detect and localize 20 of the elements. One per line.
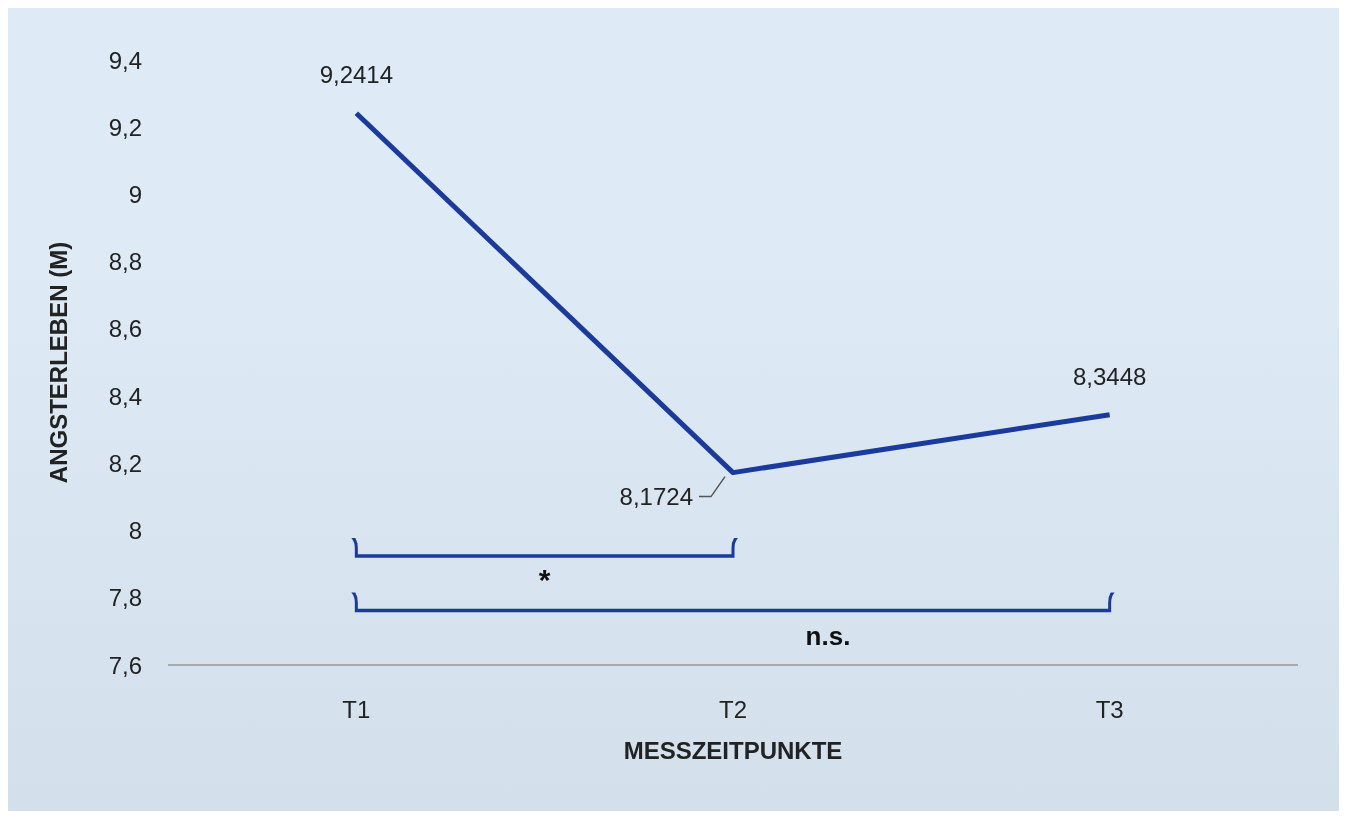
- y-tick-label: 7,8: [108, 584, 142, 612]
- y-tick-label: 8,6: [108, 315, 142, 343]
- y-tick-label: 8,2: [108, 449, 142, 477]
- y-axis-title: ANGSTERLEBEN (M): [44, 241, 72, 484]
- x-tick-label: T3: [1095, 696, 1124, 724]
- data-label: 8,3448: [1072, 362, 1147, 390]
- annotation: n.s.: [805, 620, 851, 651]
- y-tick-label: 8: [128, 517, 142, 545]
- y-tick-label: 9,4: [108, 46, 142, 74]
- x-tick-label: T1: [342, 696, 371, 724]
- data-label: 9,2414: [319, 61, 394, 89]
- y-tick-label: 9,2: [108, 113, 142, 141]
- data-label: 8,1724: [619, 482, 693, 510]
- x-axis-title: MESSZEITPUNKTE: [623, 737, 843, 764]
- y-tick-label: 8,8: [108, 248, 142, 276]
- y-tick-label: 8,4: [108, 382, 142, 410]
- y-tick-label: 9: [128, 180, 142, 208]
- annotation: *: [538, 563, 551, 597]
- x-tick-label: T2: [718, 696, 748, 724]
- y-tick-label: 7,6: [108, 651, 142, 679]
